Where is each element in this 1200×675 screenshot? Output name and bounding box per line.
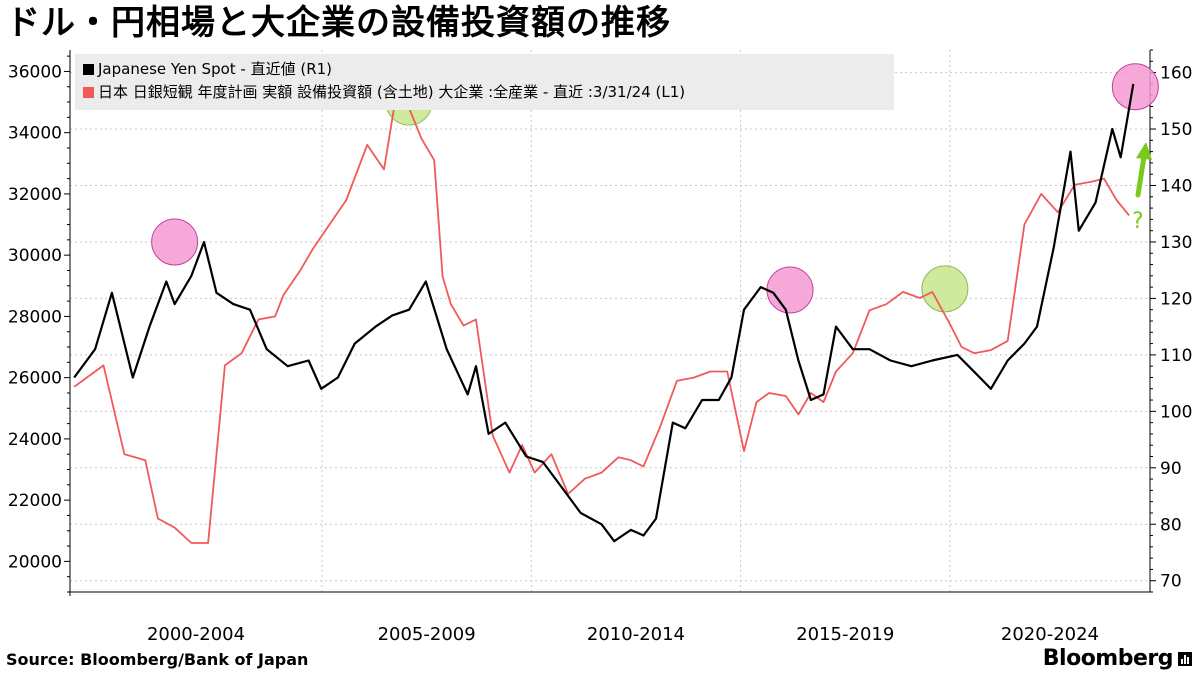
right-tick-label: 100 — [1160, 402, 1192, 422]
right-tick-label: 130 — [1160, 233, 1192, 253]
left-tick-label: 36000 — [8, 62, 62, 82]
yen-series-line — [73, 83, 1135, 543]
right-tick-label: 90 — [1160, 459, 1182, 479]
highlight-circle-pink — [151, 218, 199, 266]
annotations: ? — [1132, 142, 1152, 234]
x-tick-label: 2015-2019 — [796, 624, 894, 645]
x-tick-label: 2010-2014 — [587, 624, 685, 645]
capex-series-line — [73, 92, 1130, 544]
brand-bars-icon — [1178, 652, 1192, 666]
left-tick-label: 20000 — [8, 552, 62, 572]
highlight-circle-pink — [1111, 63, 1159, 111]
chart-title: ドル・円相場と大企業の設備投資額の推移 — [6, 3, 671, 43]
source-note: Source: Bloomberg/Bank of Japan — [6, 650, 309, 669]
legend: Japanese Yen Spot - 直近値 (R1) 日本 日銀短観 年度計… — [75, 54, 894, 110]
left-tick-label: 22000 — [8, 491, 62, 511]
x-tick-label: 2005-2009 — [378, 624, 476, 645]
left-tick-label: 34000 — [8, 124, 62, 144]
left-tick-label: 26000 — [8, 369, 62, 389]
x-tick-label: 2000-2004 — [147, 624, 245, 645]
brand-name: Bloomberg — [1042, 646, 1174, 671]
grid-lines — [70, 50, 1150, 592]
up-arrow-head-icon — [1136, 142, 1152, 160]
legend-label-yen: Japanese Yen Spot - 直近値 (R1) — [98, 60, 333, 78]
bloomberg-logo: Bloomberg — [1043, 646, 1192, 671]
series-lines — [73, 83, 1135, 544]
left-tick-label: 30000 — [8, 246, 62, 266]
right-tick-label: 120 — [1160, 289, 1192, 309]
question-mark-annotation: ? — [1132, 209, 1144, 234]
axes: 70 80 90 100 110 120 130 140 150 160 20000 22000 240… — [8, 49, 1192, 645]
right-tick-label: 140 — [1160, 177, 1192, 197]
left-tick-label: 28000 — [8, 307, 62, 327]
right-tick-label: 70 — [1160, 572, 1182, 592]
legend-item-yen: Japanese Yen Spot - 直近値 (R1) — [83, 58, 332, 80]
legend-item-capex: 日本 日銀短観 年度計画 実額 設備投資額 (含土地) 大企業 :全産業 - 直… — [83, 81, 685, 103]
legend-swatch-capex — [83, 87, 94, 98]
right-tick-label: 110 — [1160, 346, 1192, 366]
legend-label-capex: 日本 日銀短観 年度計画 実額 設備投資額 (含土地) 大企業 :全産業 - 直… — [98, 83, 686, 101]
right-tick-label: 80 — [1160, 515, 1182, 535]
legend-swatch-yen — [83, 64, 94, 75]
left-tick-label: 24000 — [8, 430, 62, 450]
right-tick-label: 150 — [1160, 120, 1192, 140]
highlight-circle-pink — [766, 266, 814, 314]
highlight-circle-green — [921, 265, 969, 313]
left-tick-label: 32000 — [8, 185, 62, 205]
x-tick-label: 2020-2024 — [1001, 624, 1099, 645]
right-tick-label: 160 — [1160, 64, 1192, 84]
